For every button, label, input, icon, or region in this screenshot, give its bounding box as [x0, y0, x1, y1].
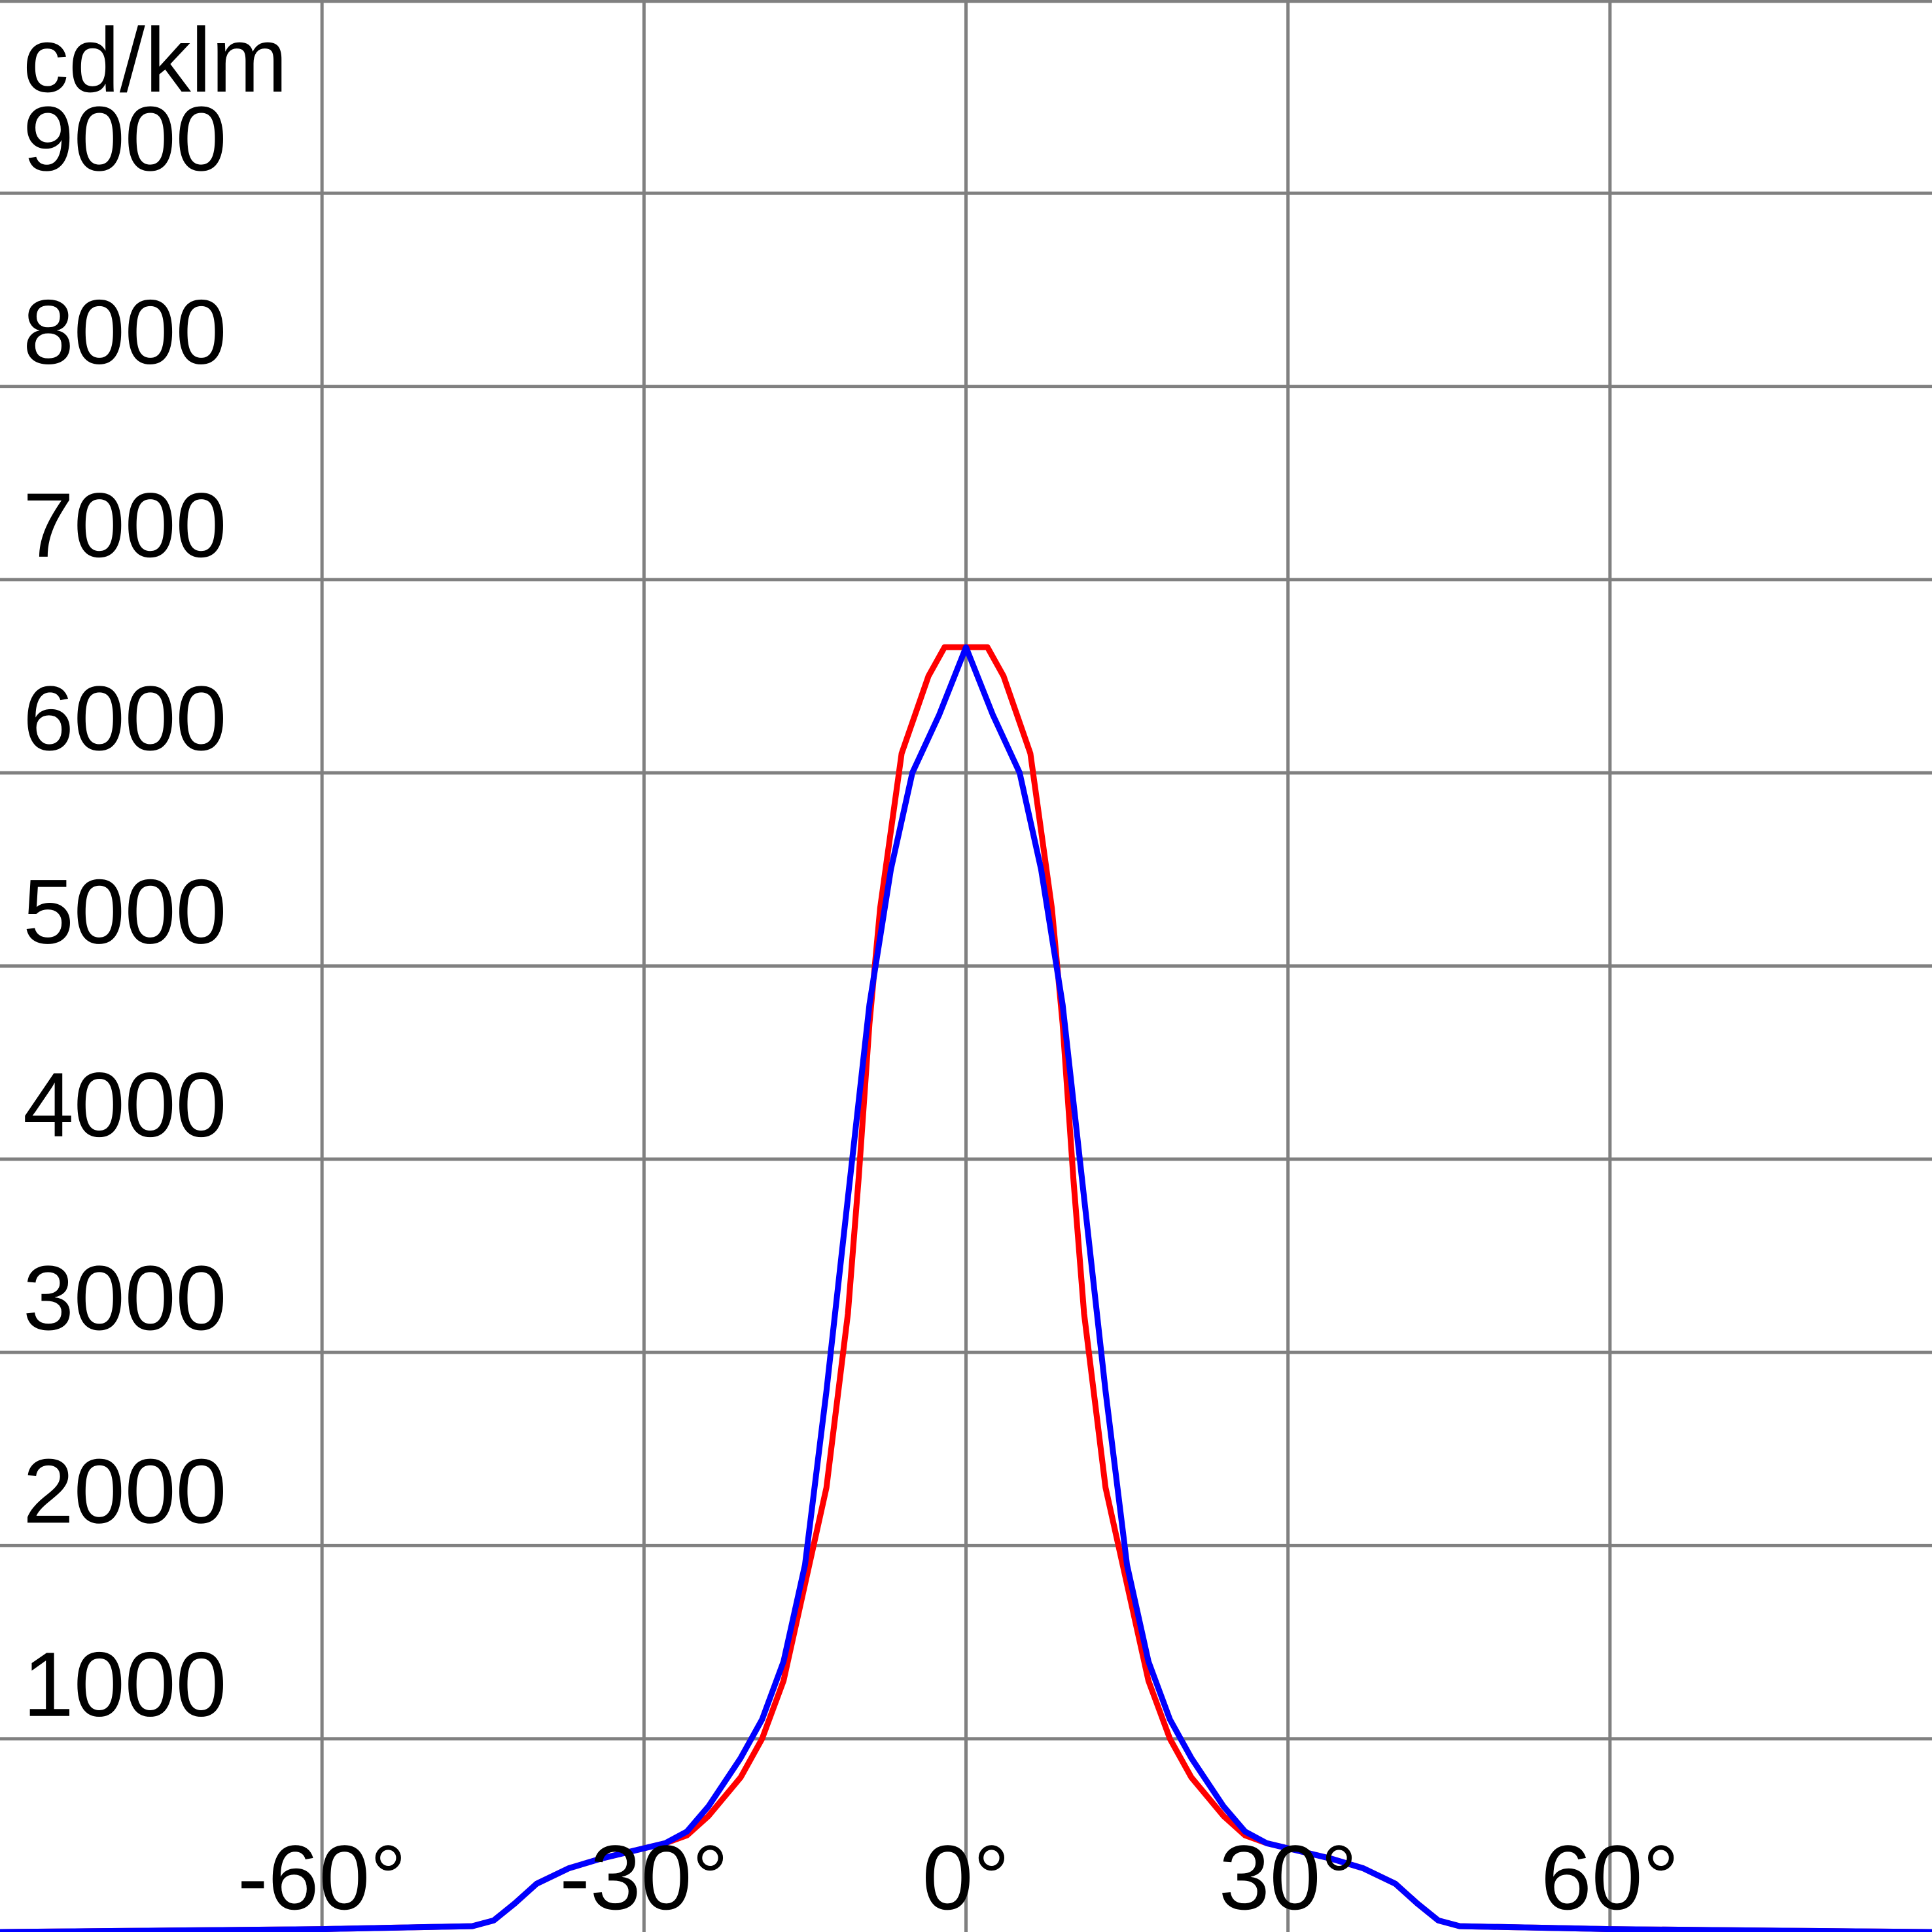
- y-tick-label: 4000: [23, 1053, 226, 1156]
- series-layer: [0, 644, 1932, 1932]
- x-tick-label: 30°: [1219, 1826, 1358, 1929]
- y-tick-label: 6000: [23, 667, 226, 769]
- tick-labels: 1000 2000 3000 4000 5000 6000 7000 8000 9000 -60°…: [23, 87, 1679, 1929]
- y-axis-unit-label: cd/klm: [23, 9, 287, 111]
- y-tick-label: 5000: [23, 860, 226, 963]
- y-tick-label: 8000: [23, 281, 226, 383]
- x-tick-label: -30°: [559, 1826, 728, 1929]
- x-tick-label: 0°: [922, 1826, 1010, 1929]
- x-tick-label: -60°: [237, 1826, 406, 1929]
- y-tick-label: 3000: [23, 1246, 226, 1349]
- series-line-2: [0, 644, 1932, 1932]
- y-tick-label: 2000: [23, 1439, 226, 1542]
- y-tick-label: 1000: [23, 1633, 226, 1736]
- y-tick-label: 7000: [23, 474, 226, 576]
- y-tick-label: 9000: [23, 87, 226, 190]
- x-tick-label: 60°: [1541, 1826, 1679, 1929]
